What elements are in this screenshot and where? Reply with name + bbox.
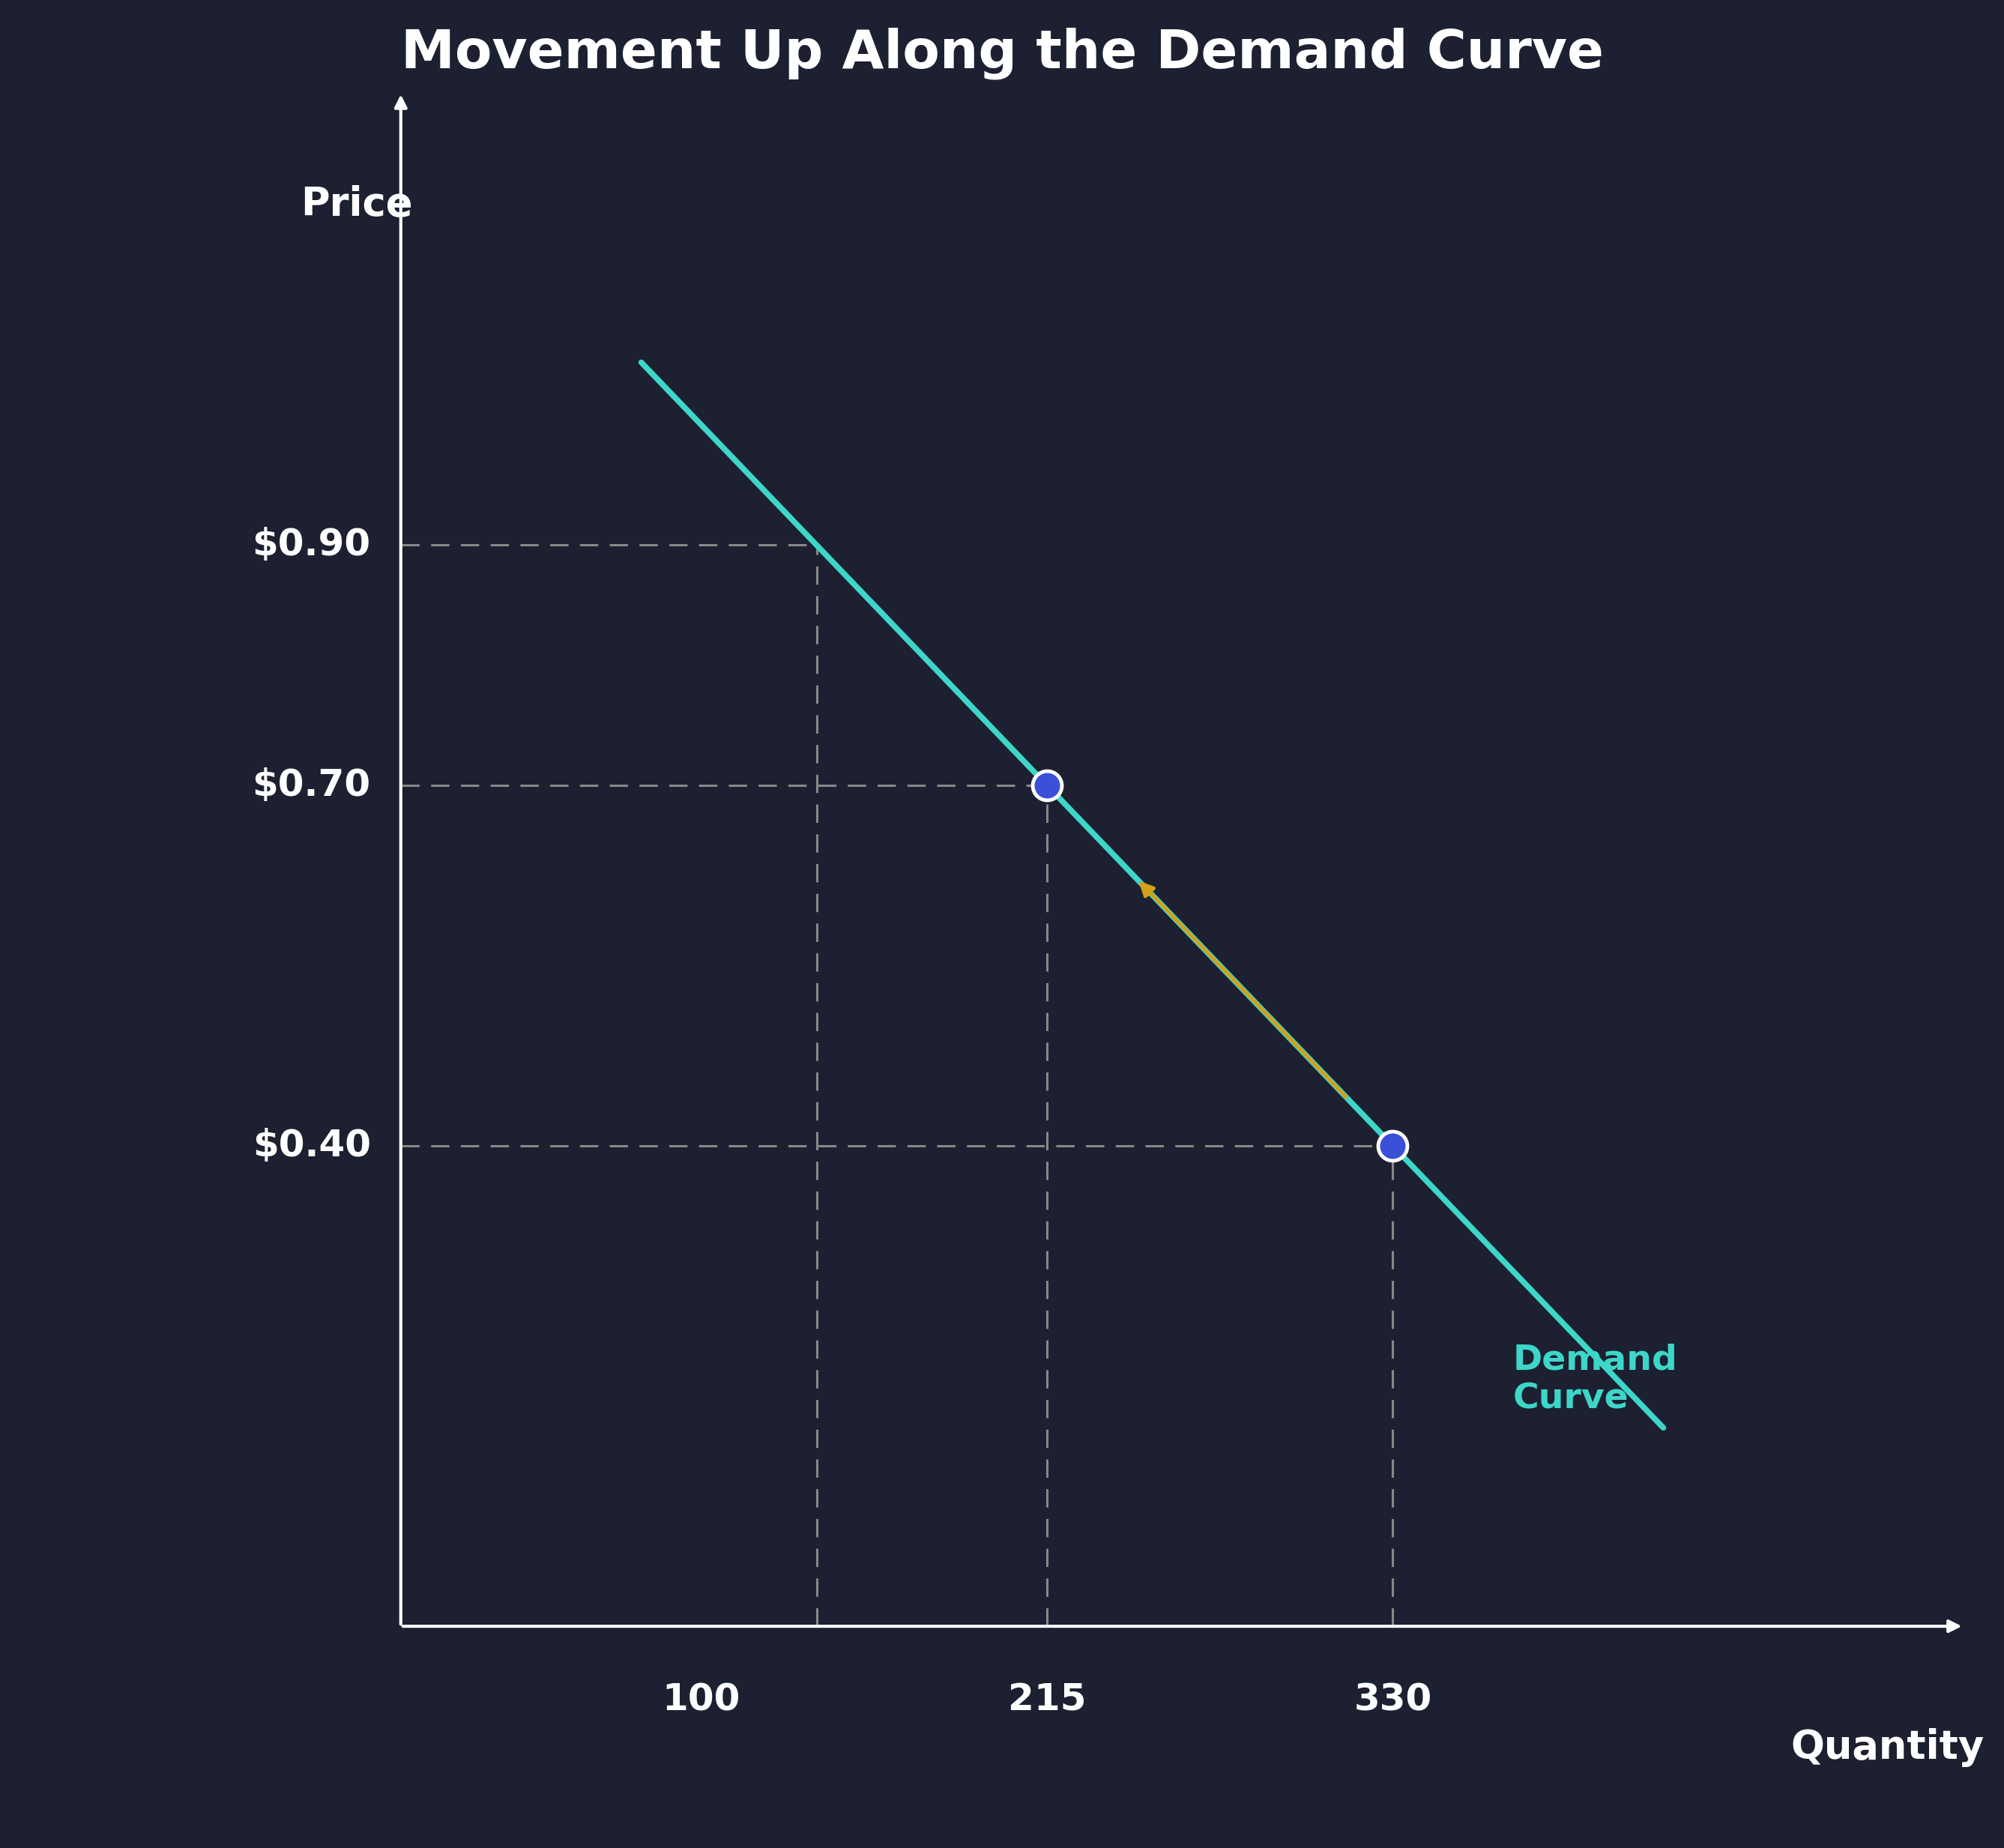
Text: 215: 215	[1008, 1682, 1086, 1717]
Text: Demand
Curve: Demand Curve	[1513, 1343, 1677, 1416]
Text: 330: 330	[1355, 1682, 1431, 1717]
Text: Movement Up Along the Demand Curve: Movement Up Along the Demand Curve	[401, 28, 1603, 79]
Text: Price: Price	[301, 185, 413, 224]
Text: $0.90: $0.90	[253, 527, 371, 564]
Text: 100: 100	[661, 1682, 741, 1717]
Text: $0.70: $0.70	[253, 767, 371, 804]
Text: $0.40: $0.40	[253, 1127, 371, 1164]
Text: Quantity: Quantity	[1790, 1728, 1984, 1767]
